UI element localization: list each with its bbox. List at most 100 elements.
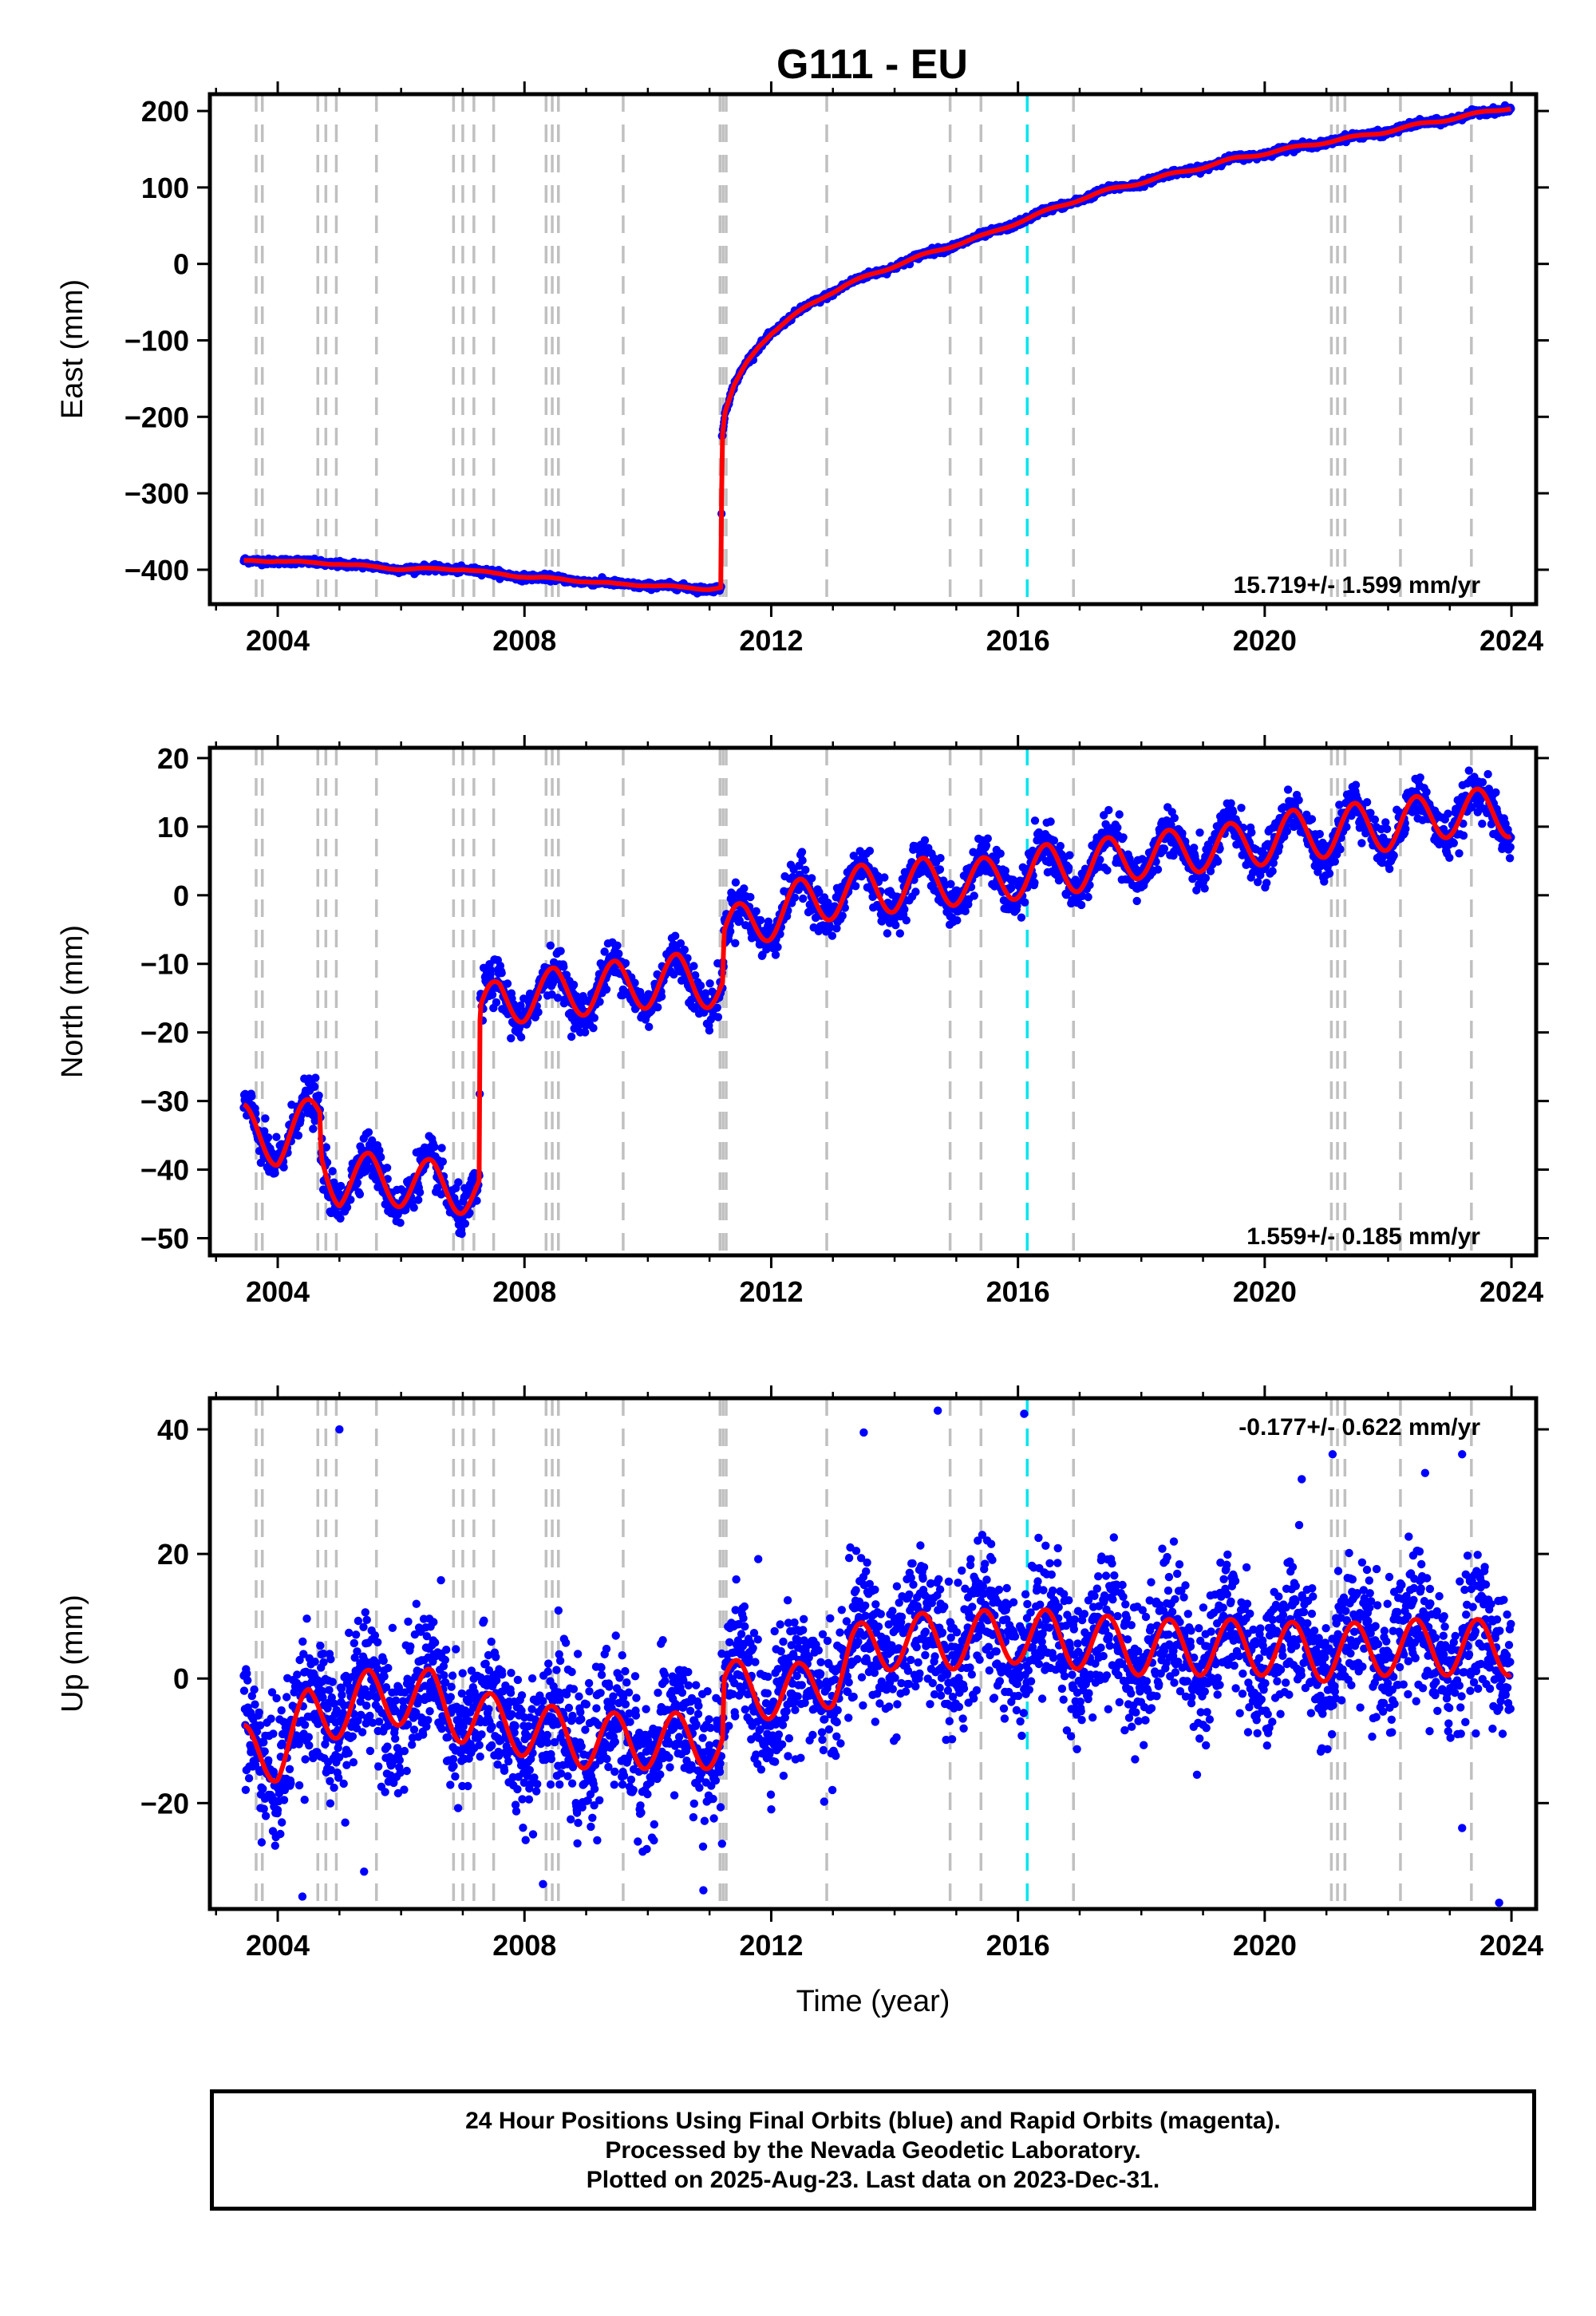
- data-point: [740, 884, 749, 893]
- data-point: [487, 966, 496, 975]
- data-point: [1247, 828, 1256, 837]
- data-point: [1200, 884, 1209, 893]
- data-point: [567, 1032, 576, 1041]
- data-point: [1065, 851, 1074, 860]
- y-tick-label: −400: [124, 554, 189, 587]
- east-axis-title: East (mm): [56, 279, 89, 419]
- data-point: [534, 1008, 543, 1017]
- data-point: [1330, 857, 1340, 866]
- data-point: [713, 1013, 723, 1022]
- data-point: [294, 1131, 303, 1140]
- data-point: [1132, 896, 1141, 906]
- data-point: [1077, 900, 1086, 910]
- data-point: [1227, 799, 1235, 808]
- data-point: [756, 915, 765, 925]
- data-point: [645, 1022, 654, 1031]
- data-point: [1084, 892, 1092, 902]
- data-point: [946, 879, 955, 889]
- x-tick-label: 2020: [1233, 624, 1297, 657]
- data-point: [696, 981, 705, 990]
- data-point: [1213, 857, 1223, 866]
- data-point: [311, 1073, 320, 1082]
- data-point: [752, 907, 760, 916]
- data-point: [503, 979, 512, 988]
- data-point: [1262, 879, 1271, 887]
- data-point: [1065, 864, 1073, 872]
- data-point: [731, 878, 741, 887]
- data-point: [1030, 816, 1040, 825]
- data-point: [801, 865, 810, 875]
- data-point: [1030, 878, 1039, 887]
- data-point: [1283, 785, 1293, 794]
- data-point: [671, 931, 680, 940]
- data-point: [507, 1034, 516, 1043]
- data-point: [1325, 869, 1334, 878]
- data-point: [309, 1124, 318, 1133]
- north-observations: [239, 766, 1515, 1239]
- data-point: [460, 1219, 470, 1228]
- data-point: [1113, 823, 1122, 832]
- data-point: [261, 1114, 270, 1123]
- data-point: [1115, 810, 1124, 819]
- data-point: [1282, 827, 1292, 836]
- data-point: [546, 941, 555, 951]
- data-point: [409, 1203, 418, 1212]
- data-point: [342, 1203, 352, 1212]
- data-point: [953, 916, 962, 925]
- data-point: [272, 1132, 281, 1141]
- data-point: [1021, 898, 1029, 907]
- data-point: [1104, 805, 1113, 815]
- data-point: [865, 847, 875, 856]
- data-point: [336, 1181, 346, 1191]
- data-point: [689, 962, 698, 970]
- data-point: [1201, 874, 1211, 883]
- data-point: [497, 969, 506, 978]
- data-point: [1237, 804, 1246, 812]
- data-point: [559, 962, 568, 971]
- data-point: [310, 1082, 319, 1092]
- data-point: [382, 1164, 392, 1172]
- data-point: [590, 1014, 598, 1022]
- y-tick-label: 0: [173, 248, 189, 281]
- y-tick-label: −100: [124, 324, 189, 357]
- data-point: [657, 992, 666, 1001]
- data-point: [705, 979, 714, 988]
- data-point: [1195, 828, 1204, 837]
- x-tick-label: 2008: [492, 624, 556, 657]
- data-point: [936, 854, 945, 863]
- data-point: [1119, 833, 1128, 842]
- data-point: [883, 929, 892, 938]
- data-point: [516, 1033, 526, 1041]
- data-point: [336, 1214, 345, 1223]
- panels-root: 2004 2008 2012 2016 2020 20242001000−100−200−…: [56, 81, 1549, 2018]
- data-point: [895, 929, 905, 938]
- x-tick-label: 2024: [1479, 624, 1543, 657]
- north-plot-area: [239, 748, 1515, 1255]
- data-point: [556, 947, 565, 955]
- data-point: [983, 834, 993, 843]
- chart-title: G111 - EU: [776, 41, 968, 88]
- data-point: [799, 894, 808, 903]
- data-point: [1170, 813, 1179, 823]
- data-point: [920, 836, 930, 845]
- data-point: [911, 887, 920, 896]
- data-point: [891, 921, 900, 930]
- x-tick-label: 2012: [739, 624, 803, 657]
- data-point: [271, 1168, 279, 1178]
- data-point: [654, 1003, 662, 1012]
- data-point: [396, 1219, 405, 1227]
- data-point: [437, 1144, 446, 1152]
- data-point: [900, 905, 909, 914]
- data-point: [935, 865, 945, 874]
- data-point: [982, 841, 991, 850]
- data-point: [454, 1178, 463, 1187]
- data-point: [1268, 867, 1277, 875]
- east-observations: [239, 101, 1515, 598]
- data-point: [488, 990, 497, 999]
- east-model-line: [242, 106, 1513, 592]
- data-point: [851, 882, 860, 891]
- data-point: [996, 849, 1005, 858]
- y-tick-label: 200: [141, 95, 189, 128]
- data-point: [1046, 817, 1055, 826]
